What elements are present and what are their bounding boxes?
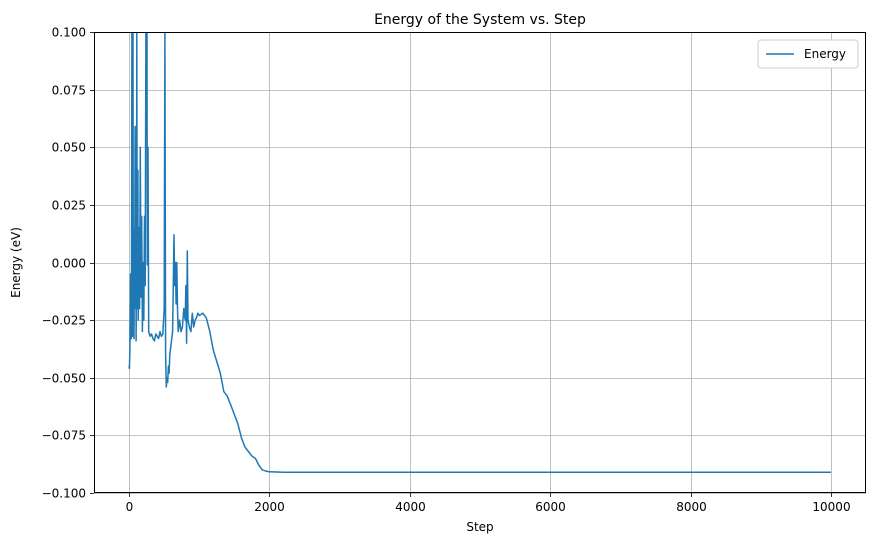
y-tick-label: 0.100	[52, 26, 86, 40]
x-tick-label: 2000	[254, 500, 285, 514]
legend-label-energy: Energy	[804, 47, 846, 61]
y-tick-label: 0.025	[52, 199, 86, 213]
x-axis: 0 2000 4000 6000 8000 10000	[126, 493, 851, 514]
x-tick-label: 8000	[676, 500, 707, 514]
x-tick-label: 6000	[535, 500, 566, 514]
x-tick-label: 10000	[812, 500, 850, 514]
legend: Energy	[757, 39, 859, 69]
plot-area	[94, 32, 866, 493]
y-tick-label: −0.100	[42, 487, 86, 501]
grid	[94, 32, 866, 494]
legend-box	[757, 39, 859, 69]
y-tick-label: 0.075	[52, 84, 86, 98]
chart-title: Energy of the System vs. Step	[374, 12, 586, 28]
y-axis: −0.100 −0.075 −0.050 −0.025 0.000 0.025 0.050 0…	[42, 26, 94, 501]
x-tick-label: 0	[126, 500, 134, 514]
plot-frame	[94, 32, 866, 493]
y-tick-label: −0.025	[42, 314, 86, 328]
series-line-energy	[128, 32, 831, 474]
y-tick-label: −0.075	[42, 429, 86, 443]
y-tick-label: 0.050	[52, 141, 86, 155]
y-axis-label: Energy (eV)	[9, 227, 23, 298]
x-axis-label: Step	[466, 520, 493, 534]
y-tick-label: 0.000	[52, 257, 86, 271]
series-layer	[128, 32, 831, 474]
x-tick-label: 4000	[395, 500, 426, 514]
y-tick-label: −0.050	[42, 372, 86, 386]
